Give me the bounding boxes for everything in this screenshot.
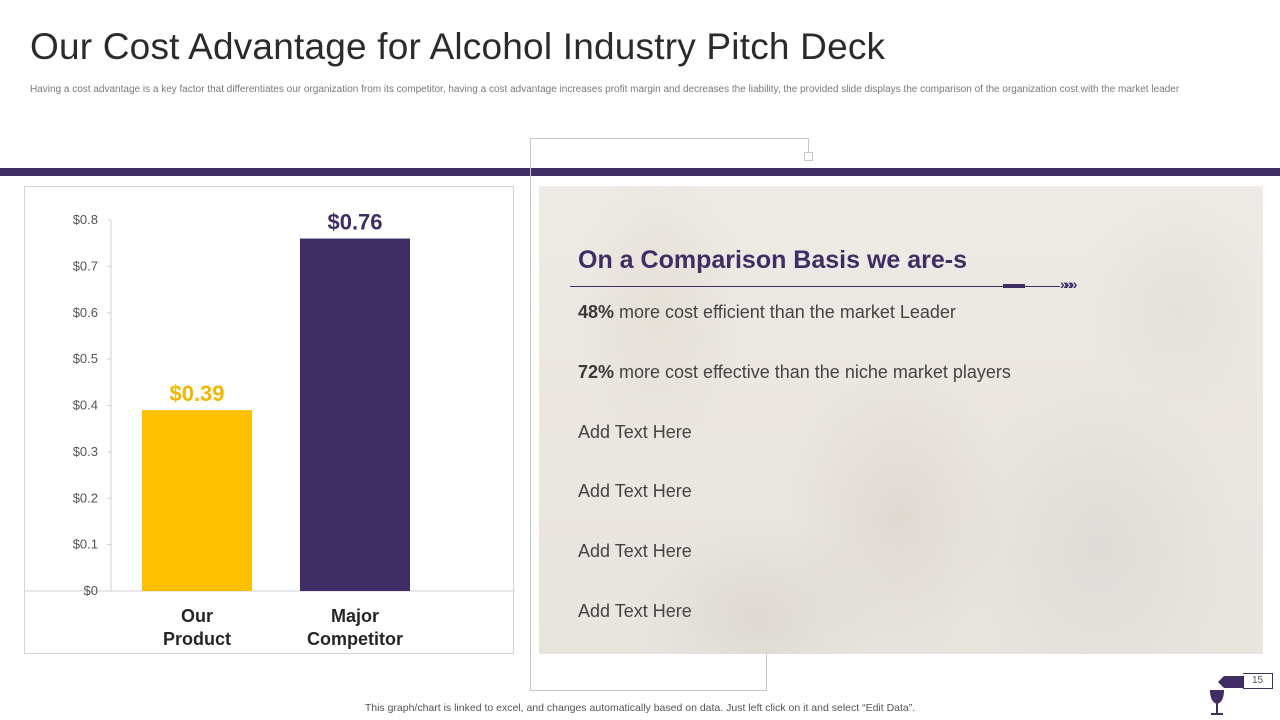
y-tick-label: $0.2 [73, 490, 98, 505]
point-text: more cost effective than the niche marke… [614, 362, 1011, 382]
photo-overlay [539, 186, 1263, 654]
selection-frame-top [530, 138, 809, 139]
footer-note: This graph/chart is linked to excel, and… [364, 702, 916, 714]
comparison-title: On a Comparison Basis we are-s [578, 246, 968, 274]
slide-subtitle: Having a cost advantage is a key factor … [30, 84, 1180, 95]
background-photo [539, 186, 1263, 654]
comparison-underline [570, 286, 1060, 287]
wine-bottle-glass-icon [1210, 676, 1244, 715]
bar [142, 410, 252, 591]
x-category-label: Our [181, 606, 213, 626]
comparison-point: Add Text Here [578, 422, 692, 443]
point-text: Add Text Here [578, 481, 692, 501]
bar-data-label: $0.39 [169, 381, 224, 406]
point-highlight: 72% [578, 362, 615, 382]
comparison-point: 72% more cost effective than the niche m… [578, 362, 1011, 383]
x-category-label: Product [163, 629, 231, 649]
divider-band [0, 168, 1280, 176]
y-tick-label: $0 [84, 583, 98, 598]
chevrons-icon: »»» [1060, 276, 1077, 292]
x-category-label: Competitor [307, 629, 403, 649]
y-tick-label: $0.6 [73, 305, 98, 320]
point-highlight: 48% [578, 302, 615, 322]
bar-chart[interactable]: $0 $0.1 $0.2 $0.3 $0.4 $0.5 $0.6 $0.7 $0.8 $0.39 O… [24, 186, 515, 654]
point-text: Add Text Here [578, 541, 692, 561]
y-tick-label: $0.3 [73, 444, 98, 459]
y-tick-label: $0.5 [73, 351, 98, 366]
comparison-underline-accent [1003, 284, 1025, 288]
y-tick-label: $0.1 [73, 537, 98, 552]
y-tick-label: $0.8 [73, 212, 98, 227]
point-text: Add Text Here [578, 601, 692, 621]
x-category-label: Major [331, 606, 379, 626]
comparison-point: Add Text Here [578, 481, 692, 502]
comparison-point: 48% more cost efficient than the market … [578, 302, 956, 323]
y-tick-label: $0.4 [73, 398, 98, 413]
resize-handle[interactable] [804, 152, 813, 161]
page-number: 15 [1243, 673, 1273, 689]
selection-frame-right [808, 138, 809, 153]
comparison-point: Add Text Here [578, 541, 692, 562]
point-text: Add Text Here [578, 422, 692, 442]
bar [300, 238, 410, 592]
slide-title: Our Cost Advantage for Alcohol Industry … [30, 26, 886, 67]
selection-frame-bottom-right [766, 654, 767, 691]
point-text: more cost efficient than the market Lead… [614, 302, 956, 322]
bar-data-label: $0.76 [327, 210, 382, 235]
comparison-point: Add Text Here [578, 601, 692, 622]
bar-chart-svg: $0 $0.1 $0.2 $0.3 $0.4 $0.5 $0.6 $0.7 $0.8 $0.39 O… [25, 210, 515, 649]
y-tick-label: $0.7 [73, 258, 98, 273]
